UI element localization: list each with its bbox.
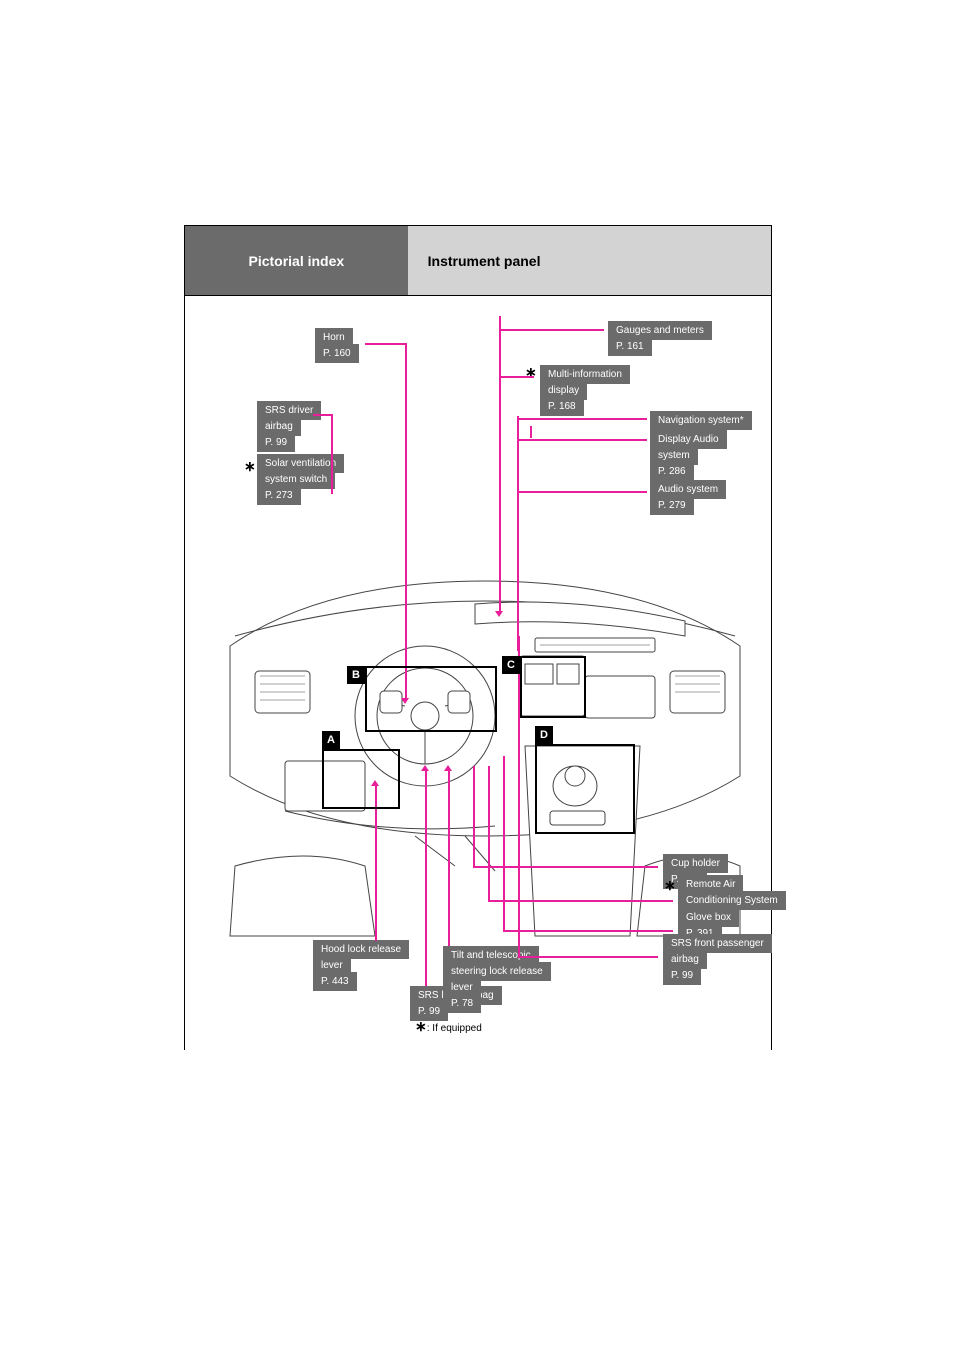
marker-b: B [347,666,365,684]
leader [488,766,490,901]
marker-d-label: D [540,729,548,741]
header-section-title: Instrument panel [408,226,771,295]
page-content: B A C D ITIPP335a Horn P. 160 Gauges and… [185,296,771,1050]
header-section-label: Pictorial index [185,226,408,295]
leader [473,766,475,866]
leader-arrow [444,765,452,771]
region-a [322,749,400,809]
callout-multi-3: P. 168 [540,397,584,416]
callout-tilt-4: P. 78 [443,994,481,1013]
leader [331,414,333,494]
footnote: ∗: If equipped [415,1018,482,1035]
leader [375,786,377,941]
leader [488,900,673,902]
leader [499,329,604,331]
callout-hood-3: P. 443 [313,972,357,991]
marker-a: A [322,731,340,749]
footnote-star: ∗ [415,1018,427,1034]
region-c [520,656,586,718]
leader [518,956,658,958]
callout-srs-3: P. 99 [257,433,295,452]
callout-display-3: P. 286 [650,462,694,481]
leader-arrow [421,765,429,771]
footnote-text: : If equipped [427,1023,482,1034]
leader [517,491,647,493]
leader [313,414,333,416]
leader [405,343,407,698]
marker-d: D [535,726,553,744]
leader-arrow [495,611,503,617]
callout-gauges-2: P. 161 [608,337,652,356]
leader [448,771,450,946]
leader [503,930,673,932]
callout-nav-1: Navigation system* [650,411,752,430]
leader [517,439,647,441]
callout-solar-3: P. 273 [257,486,301,505]
region-d [535,744,635,834]
star-solar: ∗ [244,458,256,475]
leader [473,866,658,868]
leader [499,316,501,611]
leader [425,771,427,986]
callout-horn-2: P. 160 [315,344,359,363]
leader [517,416,519,651]
marker-b-label: B [352,669,360,681]
leader [365,343,405,345]
marker-c-label: C [507,659,515,671]
star-remote: ∗ [664,877,676,894]
callout-srspass-3: P. 99 [663,966,701,985]
page-frame: Pictorial index Instrument panel [184,225,772,1050]
star-multi: ∗ [525,364,537,381]
marker-a-label: A [327,734,335,746]
page-header: Pictorial index Instrument panel [185,226,771,296]
leader [499,376,534,378]
marker-c: C [502,656,520,674]
region-b [365,666,497,732]
leader [517,418,647,420]
leader [530,426,532,438]
callout-audio-2: P. 279 [650,496,694,515]
leader [503,756,505,931]
